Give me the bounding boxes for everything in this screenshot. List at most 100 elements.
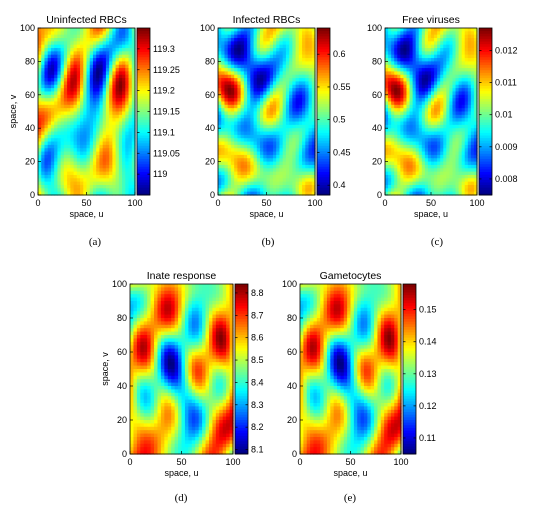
heatmap-cell	[86, 41, 91, 46]
heatmap-cell	[427, 171, 432, 176]
heatmap-cell	[224, 171, 229, 176]
heatmap-cell	[60, 144, 65, 149]
heatmap-cell	[250, 118, 255, 123]
heatmap-cell	[434, 31, 438, 36]
heatmap-cell	[388, 48, 392, 52]
heatmap-cell	[263, 101, 268, 106]
heatmap-cell	[458, 121, 463, 126]
heatmap-cell	[298, 131, 303, 136]
heatmap-cell	[473, 94, 478, 99]
heatmap-cell	[218, 188, 222, 193]
heatmap-cell	[96, 124, 101, 129]
heatmap-cell	[109, 158, 113, 163]
heatmap-cell	[455, 128, 460, 133]
heatmap-cell	[250, 71, 255, 76]
heatmap-cell	[60, 108, 65, 113]
heatmap-cell	[385, 111, 389, 116]
heatmap-cell	[397, 164, 401, 169]
heatmap-cell	[237, 118, 242, 123]
heatmap-cell	[240, 138, 245, 143]
heatmap-cell	[440, 64, 444, 69]
heatmap-cell	[308, 124, 313, 129]
heatmap-cell	[131, 178, 136, 183]
heatmap-cell	[260, 31, 264, 36]
heatmap-cell	[302, 54, 306, 59]
heatmap-cell	[50, 74, 55, 79]
heatmap-cell	[230, 58, 235, 62]
heatmap-cell	[243, 51, 248, 56]
heatmap-cell	[308, 58, 313, 62]
heatmap-cell	[302, 98, 306, 103]
heatmap-cell	[440, 151, 444, 156]
heatmap-cell	[243, 174, 248, 179]
heatmap-cell	[38, 131, 42, 136]
heatmap-cell	[403, 188, 408, 193]
heatmap-cell	[234, 94, 238, 99]
heatmap-cell	[47, 128, 52, 133]
heatmap-cell	[276, 121, 281, 126]
heatmap-cell	[461, 181, 466, 186]
heatmap-cell	[458, 31, 463, 36]
heatmap-cell	[455, 164, 460, 169]
heatmap-cell	[256, 98, 261, 103]
heatmap-cell	[302, 154, 306, 159]
heatmap-cell	[253, 158, 258, 163]
heatmap-cell	[424, 161, 429, 166]
heatmap-cell	[227, 101, 232, 106]
heatmap-cell	[218, 154, 222, 159]
heatmap-cell	[99, 141, 104, 146]
heatmap-cell	[63, 68, 68, 73]
heatmap-cell	[272, 41, 277, 46]
heatmap-cell	[57, 138, 62, 143]
heatmap-cell	[464, 88, 469, 93]
heatmap-cell	[73, 54, 78, 59]
heatmap-cell	[237, 158, 242, 163]
heatmap-cell	[80, 118, 84, 123]
heatmap-cell	[285, 91, 290, 96]
heatmap-cell	[449, 68, 454, 73]
heatmap-cell	[458, 111, 463, 116]
heatmap-cell	[227, 64, 232, 69]
heatmap-cell	[67, 151, 71, 156]
heatmap-cell	[243, 81, 248, 86]
heatmap-cell	[256, 148, 261, 153]
heatmap-cell	[131, 174, 136, 179]
heatmap-cell	[418, 101, 423, 106]
heatmap-cell	[266, 144, 271, 149]
heatmap-cell	[388, 114, 392, 119]
heatmap-cell	[50, 174, 55, 179]
heatmap-cell	[266, 151, 271, 156]
heatmap-cell	[470, 94, 475, 99]
heatmap-cell	[237, 114, 242, 119]
heatmap-cell	[125, 181, 130, 186]
heatmap-cell	[263, 174, 268, 179]
heatmap-cell	[86, 31, 91, 36]
colorbar-segment	[317, 124, 330, 128]
heatmap-cell	[250, 134, 255, 139]
heatmap-cell	[253, 51, 258, 56]
colorbar-segment	[479, 106, 492, 110]
heatmap-cell	[443, 191, 447, 196]
heatmap-cell	[279, 111, 284, 116]
heatmap-cell	[298, 104, 303, 109]
heatmap-cell	[76, 171, 81, 176]
heatmap-cell	[92, 74, 97, 79]
heatmap-cell	[125, 121, 130, 126]
heatmap-cell	[105, 144, 110, 149]
heatmap-cell	[467, 131, 472, 136]
heatmap-cell	[250, 188, 255, 193]
heatmap-cell	[443, 154, 447, 159]
heatmap-cell	[424, 71, 429, 76]
heatmap-cell	[470, 34, 475, 39]
heatmap-cell	[311, 171, 316, 176]
heatmap-cell	[434, 91, 438, 96]
heatmap-cell	[237, 64, 242, 69]
heatmap-cell	[446, 158, 450, 163]
heatmap-cell	[109, 118, 113, 123]
heatmap-cell	[400, 111, 404, 116]
heatmap-cell	[96, 181, 101, 186]
colorbar-segment	[317, 103, 330, 107]
heatmap-cell	[150, 297, 155, 302]
colorbar-segment	[137, 38, 150, 42]
heatmap-cell	[112, 64, 117, 69]
